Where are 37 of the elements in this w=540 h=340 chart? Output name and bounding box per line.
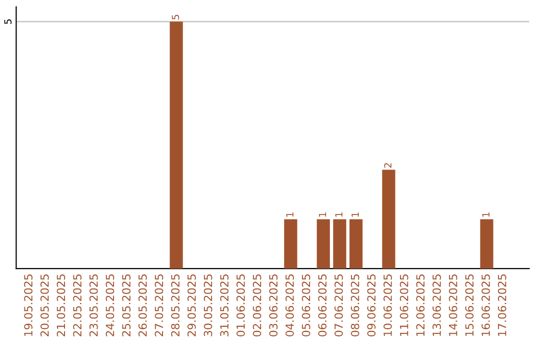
x-tick-label: 12.06.2025: [416, 274, 425, 336]
x-tick-label: 30.05.2025: [204, 274, 212, 336]
data-label: 1: [335, 212, 342, 217]
x-tick-label: 01.06.2025: [236, 274, 245, 336]
data-label: 2: [384, 163, 392, 168]
x-tick-label: 28.05.2025: [171, 274, 180, 336]
x-tick-label: 14.06.2025: [448, 274, 458, 336]
data-label: 5: [172, 14, 180, 20]
x-tick-label: 25.05.2025: [122, 274, 131, 336]
data-label: 1: [286, 212, 294, 217]
x-tick-label: 15.06.2025: [465, 274, 474, 336]
x-tick-label: 02.06.2025: [252, 274, 262, 336]
x-tick-label: 07.06.2025: [334, 274, 343, 336]
data-label: 1: [318, 212, 326, 217]
x-tick-label: 11.06.2025: [400, 274, 408, 336]
x-tick-label: 06.06.2025: [318, 274, 327, 336]
data-label: 1: [482, 212, 490, 217]
x-tick-label: 08.06.2025: [350, 274, 360, 336]
x-tick-label: 16.06.2025: [482, 274, 490, 336]
x-tick-label: 04.06.2025: [285, 274, 294, 336]
data-label: 1: [352, 212, 359, 217]
x-tick-label: 29.05.2025: [187, 274, 196, 336]
x-tick-label: 31.05.2025: [220, 274, 229, 336]
x-tick-label: 21.05.2025: [56, 274, 66, 336]
x-tick-label: 27.05.2025: [154, 274, 164, 336]
x-tick-label: 23.05.2025: [89, 274, 98, 336]
x-tick-label: 13.06.2025: [432, 274, 441, 336]
x-tick-label: 22.05.2025: [73, 274, 82, 336]
x-tick-label: 09.06.2025: [367, 274, 376, 336]
x-tick-label: 17.06.2025: [498, 274, 506, 336]
x-tick-label: 24.05.2025: [106, 274, 114, 336]
x-tick-label: 05.06.2025: [302, 274, 310, 336]
x-tick-label: 10.06.2025: [384, 274, 392, 336]
x-tick-label: 19.05.2025: [24, 274, 32, 336]
x-tick-label: 03.06.2025: [269, 274, 278, 336]
x-tick-label: 20.05.2025: [40, 274, 49, 336]
x-tick-label: 26.05.2025: [138, 274, 147, 336]
